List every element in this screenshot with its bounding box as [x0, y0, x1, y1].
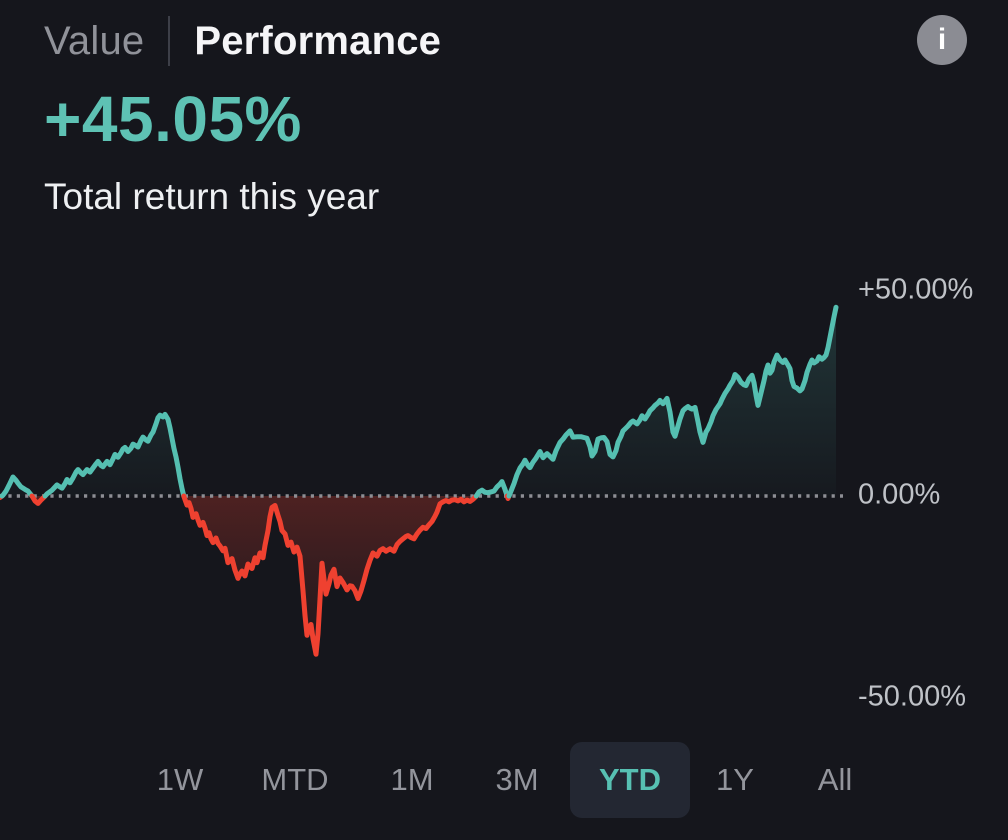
range-tab-all[interactable]: All — [817, 762, 853, 797]
view-switcher: Value Performance — [44, 14, 441, 68]
y-axis-label-zero: 0.00% — [858, 478, 941, 511]
range-tab-mtd[interactable]: MTD — [261, 762, 329, 797]
range-tab-ytd[interactable]: YTD — [570, 742, 690, 818]
total-return-value: +45.05% — [44, 83, 302, 155]
info-icon-glyph: i — [937, 23, 947, 56]
tab-value[interactable]: Value — [44, 18, 145, 63]
range-tab-1m[interactable]: 1M — [390, 762, 434, 797]
chart-line-layer — [0, 304, 839, 657]
range-tab-3m[interactable]: 3M — [495, 762, 539, 797]
info-icon[interactable]: i — [917, 15, 967, 65]
y-axis-label-minus50: -50.00% — [858, 680, 967, 713]
y-axis-label-plus50: +50.00% — [858, 273, 974, 306]
range-tab-1w[interactable]: 1W — [156, 762, 204, 797]
range-tab-1y[interactable]: 1Y — [716, 762, 754, 797]
total-return-caption: Total return this year — [44, 176, 380, 217]
header-divider — [168, 16, 171, 66]
tab-performance[interactable]: Performance — [194, 18, 442, 63]
chart-fill-layer — [0, 307, 836, 655]
